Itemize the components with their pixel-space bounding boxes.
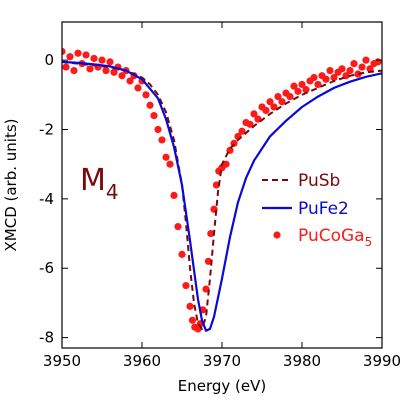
x-tick-label: 3970 bbox=[203, 352, 241, 370]
data-point-pucoga5 bbox=[142, 91, 150, 99]
data-point-pucoga5 bbox=[110, 68, 118, 76]
data-point-pucoga5 bbox=[330, 73, 338, 82]
data-point-pucoga5 bbox=[262, 106, 270, 115]
data-point-pucoga5 bbox=[178, 250, 186, 258]
edge-annotation-sub: 4 bbox=[106, 180, 119, 204]
data-point-pucoga5 bbox=[270, 103, 278, 111]
data-point-pucoga5 bbox=[238, 127, 246, 135]
data-point-pucoga5 bbox=[286, 92, 294, 101]
data-point-pucoga5 bbox=[74, 49, 82, 57]
y-tick-label: -2 bbox=[39, 121, 54, 139]
data-point-pucoga5 bbox=[146, 101, 154, 109]
data-point-pucoga5 bbox=[302, 86, 310, 94]
data-point-pucoga5 bbox=[314, 80, 322, 89]
data-point-pucoga5 bbox=[246, 120, 254, 128]
y-tick-label: 0 bbox=[44, 51, 54, 69]
data-point-pucoga5 bbox=[350, 60, 358, 68]
legend-marker-pucoga5 bbox=[273, 231, 281, 239]
series-layer bbox=[62, 47, 382, 333]
data-point-pucoga5 bbox=[298, 80, 306, 89]
data-point-pucoga5 bbox=[294, 87, 302, 95]
data-point-pucoga5 bbox=[266, 98, 274, 106]
data-point-pucoga5 bbox=[290, 82, 298, 90]
y-tick-label: -6 bbox=[39, 259, 54, 277]
data-point-pucoga5 bbox=[158, 136, 166, 144]
edge-annotation: M4 bbox=[80, 163, 119, 204]
data-point-pucoga5 bbox=[207, 229, 215, 238]
data-point-pucoga5 bbox=[62, 47, 66, 56]
x-axis-label: Energy (eV) bbox=[178, 377, 266, 395]
data-point-pucoga5 bbox=[86, 65, 94, 73]
data-point-pucoga5 bbox=[310, 73, 318, 82]
data-point-pucoga5 bbox=[322, 75, 330, 83]
legend: PuSb PuFe2 PuCoGa5 bbox=[262, 171, 372, 249]
data-point-pucoga5 bbox=[174, 223, 182, 231]
data-point-pucoga5 bbox=[326, 66, 334, 75]
data-point-pucoga5 bbox=[126, 77, 134, 85]
data-point-pucoga5 bbox=[162, 153, 170, 161]
series-line-pufe2 bbox=[62, 60, 382, 332]
data-point-pucoga5 bbox=[134, 84, 142, 92]
x-tick-label: 3980 bbox=[283, 352, 321, 370]
data-point-pucoga5 bbox=[90, 54, 98, 63]
data-point-pucoga5 bbox=[188, 316, 196, 324]
data-point-pucoga5 bbox=[106, 58, 114, 66]
data-point-pucoga5 bbox=[66, 53, 74, 61]
edge-annotation-main: M bbox=[80, 163, 106, 198]
y-tick-label: -8 bbox=[39, 329, 54, 347]
data-point-pucoga5 bbox=[338, 65, 346, 73]
legend-label-pusb: PuSb bbox=[298, 171, 340, 191]
legend-label-pucoga5: PuCoGa5 bbox=[298, 226, 372, 249]
legend-label-pufe2: PuFe2 bbox=[298, 199, 349, 219]
data-point-pucoga5 bbox=[362, 56, 370, 64]
y-axis-label: XMCD (arb. units) bbox=[2, 118, 20, 251]
data-point-pucoga5 bbox=[82, 51, 90, 59]
data-point-pucoga5 bbox=[70, 66, 78, 75]
data-point-pucoga5 bbox=[186, 302, 194, 310]
data-point-pucoga5 bbox=[274, 92, 282, 101]
data-point-pucoga5 bbox=[212, 181, 220, 189]
data-point-pucoga5 bbox=[250, 110, 258, 118]
data-point-pucoga5 bbox=[166, 160, 174, 168]
x-tick-label: 3990 bbox=[363, 352, 401, 370]
data-point-pucoga5 bbox=[358, 63, 366, 71]
data-point-pucoga5 bbox=[204, 257, 212, 265]
data-point-pucoga5 bbox=[154, 125, 162, 134]
data-point-pucoga5 bbox=[98, 56, 106, 64]
data-point-pucoga5 bbox=[118, 72, 126, 80]
data-point-pucoga5 bbox=[150, 112, 158, 120]
data-point-pucoga5 bbox=[278, 98, 286, 106]
data-point-pucoga5 bbox=[102, 66, 110, 75]
data-point-pucoga5 bbox=[354, 70, 362, 78]
data-point-pucoga5 bbox=[366, 65, 374, 73]
data-point-pucoga5 bbox=[62, 63, 70, 71]
data-point-pucoga5 bbox=[346, 66, 354, 75]
data-point-pucoga5 bbox=[222, 160, 230, 168]
ticks-layer: 3950 3960 3970 3980 3990 0 -2 -4 -6 -8 bbox=[39, 22, 401, 370]
data-point-pucoga5 bbox=[374, 58, 382, 66]
y-tick-label: -4 bbox=[39, 190, 54, 208]
data-point-pucoga5 bbox=[170, 191, 178, 200]
x-tick-label: 3950 bbox=[43, 352, 81, 370]
data-point-pucoga5 bbox=[182, 281, 190, 290]
legend-label-pucoga5-main: PuCoGa bbox=[298, 226, 365, 246]
legend-label-pucoga5-sub: 5 bbox=[365, 235, 373, 249]
x-tick-label: 3960 bbox=[123, 352, 161, 370]
